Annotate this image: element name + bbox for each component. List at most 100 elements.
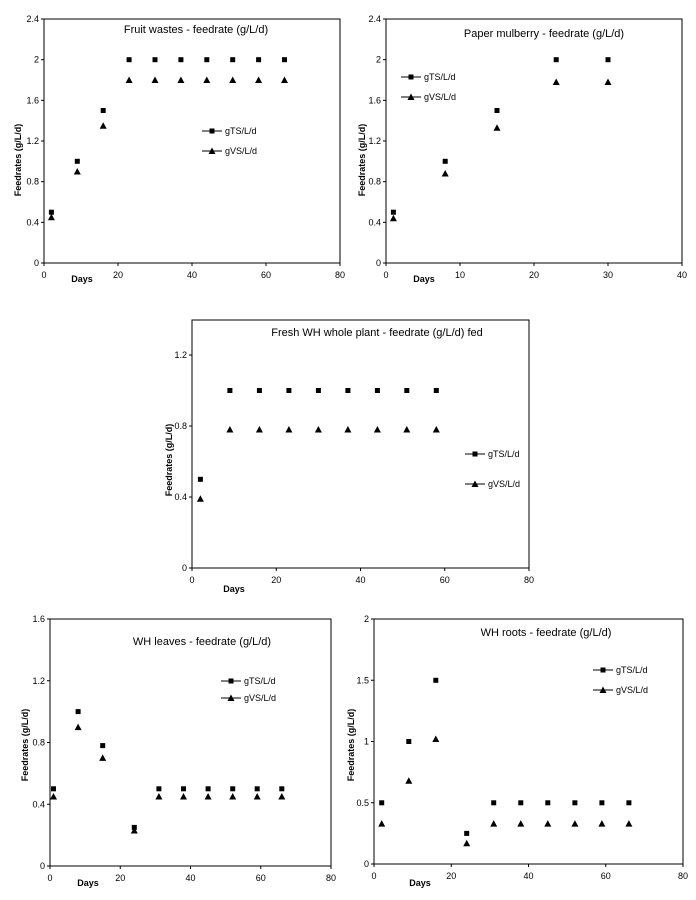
chart-title: Fresh WH whole plant - feedrate (g/L/d) … — [271, 327, 483, 339]
y-tick-label: 0 — [376, 258, 381, 268]
data-point-triangle — [125, 76, 133, 83]
y-tick-label: 0.8 — [26, 177, 39, 187]
chart-1: 0 0.4 0.8 1.2 1.6 2 2.4 0 20 40 60 80 Fruit wastes -… — [13, 14, 345, 284]
data-point-triangle — [47, 213, 55, 221]
data-point-triangle — [552, 78, 560, 85]
data-point-triangle — [180, 793, 187, 800]
x-tick-label: 30 — [603, 270, 613, 280]
x-tick-label: 0 — [41, 270, 46, 280]
y-tick-label: 0 — [34, 258, 39, 268]
data-point-square — [464, 830, 470, 836]
data-point-triangle — [278, 793, 286, 800]
x-tick-label: 40 — [355, 575, 365, 585]
x-tick-label: 10 — [455, 270, 465, 280]
y-axis-label: Feedrates (g/L/d) — [357, 124, 367, 197]
data-point-triangle — [441, 170, 449, 177]
y-tick-label: 0.4 — [26, 217, 39, 227]
y-axis-label: Feedrates (g/L/d) — [346, 709, 356, 782]
legend-marker-square — [209, 128, 215, 134]
data-point-triangle — [493, 124, 501, 131]
data-point-triangle — [625, 820, 633, 827]
legend-label: gVS/L/d — [244, 693, 276, 703]
data-point-square — [197, 476, 203, 482]
y-tick-label: 2 — [34, 55, 39, 65]
data-point-square — [48, 209, 54, 215]
data-point-square — [379, 800, 385, 806]
x-tick-label: 40 — [677, 270, 687, 280]
x-tick-label: 20 — [446, 871, 456, 881]
data-point-triangle — [544, 820, 552, 827]
data-point-square — [599, 800, 605, 806]
y-tick-label: 2 — [364, 614, 369, 624]
x-tick-label: 80 — [524, 575, 534, 585]
data-point-square — [178, 57, 184, 63]
data-point-square — [75, 709, 81, 715]
y-tick-label: 1.2 — [368, 136, 381, 146]
data-point-triangle — [463, 839, 471, 847]
data-point-triangle — [226, 426, 234, 433]
data-point-triangle — [255, 426, 263, 433]
data-point-triangle — [177, 76, 185, 83]
y-tick-label: 0 — [40, 861, 45, 871]
data-point-square — [227, 388, 233, 393]
data-point-triangle — [490, 820, 498, 827]
data-point-square — [491, 800, 497, 806]
data-point-square — [156, 786, 162, 792]
plot-frame — [191, 319, 530, 569]
data-point-square — [100, 108, 106, 113]
data-point-square — [256, 57, 262, 63]
chart-title: Paper mulberry - feedrate (g/L/d) — [464, 28, 624, 40]
data-point-square — [553, 57, 559, 63]
y-tick-label: 1.6 — [26, 95, 39, 105]
legend-label: gVS/L/d — [225, 146, 257, 156]
data-point-triangle — [74, 723, 82, 731]
data-point-square — [279, 786, 285, 792]
legend-marker-triangle — [407, 93, 415, 100]
legend-label: gTS/L/d — [424, 72, 456, 82]
legend-marker-square — [472, 451, 478, 457]
x-tick-label: 0 — [47, 873, 52, 883]
y-tick-label: 1.5 — [356, 675, 369, 685]
y-tick-label: 2.4 — [368, 14, 381, 24]
x-tick-label: 40 — [185, 873, 195, 883]
legend-marker-triangle — [208, 147, 216, 154]
data-point-triangle — [405, 777, 413, 784]
data-point-triangle — [378, 820, 386, 827]
x-axis-label: Days — [223, 584, 245, 594]
data-point-square — [433, 677, 439, 683]
y-axis-label: Feedrates (g/L/d) — [164, 424, 174, 497]
y-axis-label: Feedrates (g/L/d) — [20, 709, 30, 782]
y-tick-label: 0.8 — [174, 421, 187, 431]
x-tick-label: 20 — [113, 270, 123, 280]
x-tick-label: 40 — [523, 871, 533, 881]
legend-label: gVS/L/d — [424, 92, 456, 102]
data-point-triangle — [432, 426, 440, 433]
data-point-square — [315, 388, 321, 393]
data-point-triangle — [99, 754, 107, 761]
y-axis-label: Feedrates (g/L/d) — [13, 124, 23, 197]
data-point-square — [100, 743, 106, 749]
x-axis-label: Days — [409, 878, 431, 888]
data-point-triangle — [130, 827, 138, 834]
y-tick-label: 1.6 — [368, 95, 381, 105]
legend-label: gTS/L/d — [616, 665, 648, 675]
data-point-square — [406, 739, 412, 744]
data-point-square — [433, 388, 439, 393]
data-point-square — [204, 57, 210, 63]
data-point-square — [404, 388, 410, 393]
legend-marker-triangle — [599, 686, 607, 693]
chart-title: WH leaves - feedrate (g/L/d) — [133, 636, 271, 648]
x-tick-label: 80 — [335, 270, 345, 280]
y-tick-label: 0 — [182, 563, 187, 573]
data-point-triangle — [344, 426, 352, 433]
data-point-triangle — [281, 76, 288, 83]
chart-2: 0 0.4 0.8 1.2 1.6 2 2.4 0 10 20 30 40 Paper mulberry… — [357, 14, 687, 284]
y-tick-label: 1.2 — [32, 676, 45, 686]
plot-frame — [49, 618, 332, 867]
legend-marker-triangle — [227, 694, 235, 701]
data-point-square — [345, 388, 351, 393]
y-tick-label: 1 — [364, 737, 369, 747]
data-point-square — [545, 800, 551, 806]
y-tick-label: 2 — [376, 55, 381, 65]
